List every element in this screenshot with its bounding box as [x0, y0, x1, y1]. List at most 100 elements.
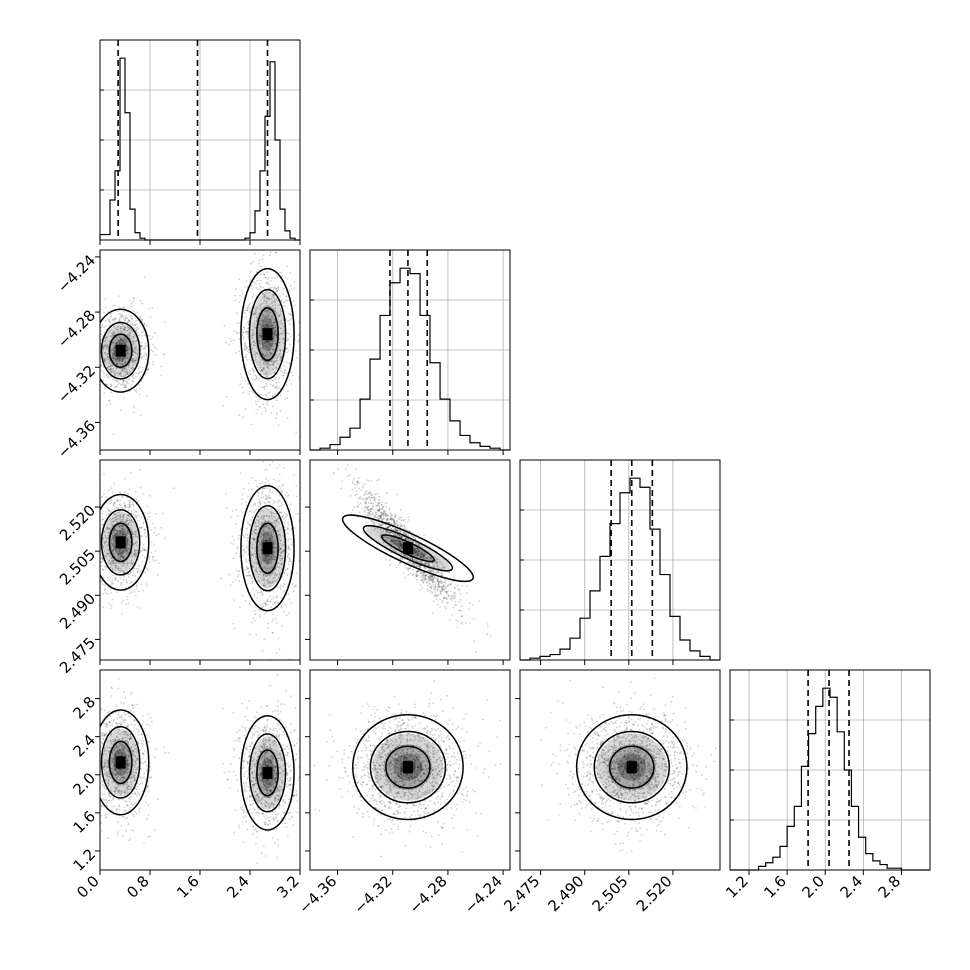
panel-frame: [309, 249, 511, 451]
sample-point: [240, 498, 243, 500]
sample-point: [277, 287, 280, 290]
sample-point: [134, 514, 137, 517]
sample-point: [125, 541, 128, 544]
sample-point: [263, 295, 266, 298]
sample-point: [245, 354, 248, 356]
sample-point: [262, 534, 265, 536]
sample-point: [272, 558, 275, 561]
sample-point: [115, 564, 118, 567]
sample-point: [119, 771, 122, 774]
sample-point: [114, 711, 117, 714]
sample-point: [126, 543, 129, 546]
sample-point: [257, 313, 259, 316]
sample-point: [127, 750, 130, 753]
sample-point: [258, 609, 261, 611]
sample-point: [112, 357, 115, 360]
sample-point: [272, 295, 275, 298]
sample-point: [119, 772, 122, 775]
sample-point: [268, 308, 270, 311]
sample-point: [132, 341, 134, 344]
sample-point: [119, 339, 122, 342]
sample-point: [270, 343, 273, 346]
sample-point: [128, 331, 131, 334]
sample-point: [285, 351, 288, 354]
sample-point: [254, 613, 257, 616]
sample-point: [286, 265, 289, 268]
sample-point: [110, 581, 113, 584]
sample-point: [122, 356, 125, 359]
sample-point: [265, 570, 268, 573]
sample-point: [277, 341, 280, 344]
sample-point: [271, 491, 274, 494]
sample-point: [105, 540, 108, 543]
sample-point: [255, 320, 258, 322]
sample-point: [266, 362, 269, 365]
sample-point: [278, 348, 281, 351]
sample-point: [124, 386, 126, 389]
sample-point: [268, 291, 271, 294]
sample-point: [282, 332, 285, 335]
sample-point: [122, 556, 125, 559]
sample-point: [80, 585, 82, 587]
sample-point: [138, 569, 140, 571]
sample-point: [267, 400, 269, 403]
sample-point: [262, 560, 265, 563]
sample-point: [285, 513, 288, 516]
sample-point: [132, 373, 135, 376]
sample-point: [253, 510, 256, 512]
sample-point: [112, 773, 115, 776]
sample-point: [294, 584, 297, 587]
sample-point: [146, 817, 148, 820]
sample-point: [128, 738, 131, 740]
sample-point: [117, 753, 119, 756]
sample-point: [279, 356, 282, 359]
sample-point: [119, 313, 122, 315]
sample-point: [246, 309, 249, 312]
sample-point: [123, 721, 126, 724]
sample-point: [253, 595, 256, 598]
sample-point: [135, 323, 138, 326]
sample-point: [118, 570, 121, 573]
sample-point: [154, 354, 157, 356]
sample-point: [276, 289, 279, 292]
sample-point: [135, 587, 138, 590]
sample-point: [118, 552, 120, 555]
sample-point: [267, 515, 270, 517]
sample-point: [131, 359, 134, 362]
sample-point: [144, 801, 147, 804]
sample-point: [119, 724, 122, 727]
sample-point: [279, 539, 282, 542]
sample-point: [120, 369, 123, 371]
sample-point: [135, 330, 138, 333]
sample-point: [238, 338, 241, 341]
sample-point: [255, 395, 257, 398]
sample-point: [132, 536, 135, 539]
sample-point: [105, 765, 108, 768]
sample-point: [280, 505, 282, 507]
sample-point: [267, 362, 269, 364]
sample-point: [241, 702, 244, 705]
histogram-0: [99, 39, 301, 241]
sample-point: [242, 782, 245, 785]
sample-point: [238, 555, 241, 558]
sample-point: [273, 550, 276, 553]
sample-point: [274, 310, 277, 313]
sample-point: [103, 541, 106, 543]
sample-point: [145, 535, 147, 538]
sample-point: [244, 345, 246, 347]
sample-point: [255, 561, 258, 563]
sample-point: [124, 730, 127, 733]
sample-point: [269, 537, 271, 539]
sample-point: [280, 489, 283, 491]
sample-point: [279, 728, 281, 731]
density-contour: [100, 308, 150, 393]
sample-point: [274, 276, 277, 279]
sample-point: [272, 360, 275, 362]
sample-point: [115, 736, 118, 739]
sample-point: [271, 460, 274, 463]
sample-point: [114, 793, 116, 796]
sample-point: [251, 346, 254, 349]
sample-point: [123, 339, 126, 342]
sample-point: [286, 384, 288, 387]
sample-point: [124, 794, 127, 797]
